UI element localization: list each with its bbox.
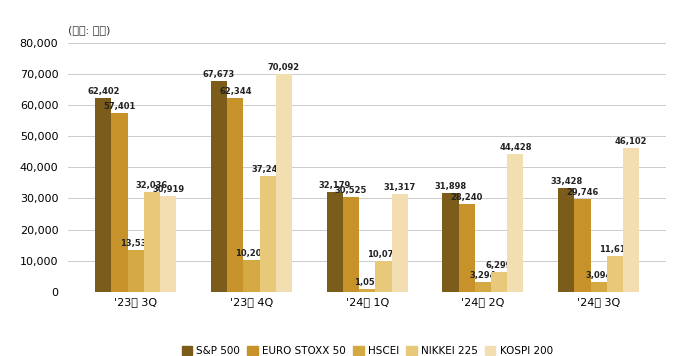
Text: 32,036: 32,036 — [136, 181, 168, 190]
Text: 3,094: 3,094 — [585, 271, 612, 281]
Text: 6,299: 6,299 — [486, 261, 513, 271]
Text: 3,294: 3,294 — [470, 271, 496, 280]
Text: 37,242: 37,242 — [252, 165, 284, 174]
Text: 13,537: 13,537 — [120, 239, 152, 248]
Bar — [343, 197, 359, 292]
Bar — [143, 192, 160, 292]
Bar — [211, 81, 227, 292]
Text: 1,056: 1,056 — [354, 278, 381, 287]
Text: 32,179: 32,179 — [319, 181, 351, 190]
Bar — [227, 98, 243, 292]
Text: 30,919: 30,919 — [152, 185, 184, 194]
Bar — [607, 256, 623, 292]
Bar — [458, 204, 475, 292]
Text: 62,344: 62,344 — [219, 87, 252, 96]
Text: 62,402: 62,402 — [87, 87, 120, 96]
Text: 28,240: 28,240 — [451, 193, 483, 202]
Bar — [243, 260, 260, 292]
Legend: S&P 500, EURO STOXX 50, HSCEI, NIKKEI 225, KOSPI 200: S&P 500, EURO STOXX 50, HSCEI, NIKKEI 22… — [177, 342, 557, 356]
Text: 70,092: 70,092 — [268, 63, 300, 72]
Bar — [160, 195, 176, 292]
Text: 31,317: 31,317 — [384, 183, 415, 193]
Text: (단위: 억원): (단위: 억원) — [68, 25, 110, 35]
Bar — [276, 74, 292, 292]
Text: 11,618: 11,618 — [598, 245, 631, 254]
Text: 10,204: 10,204 — [235, 249, 268, 258]
Bar — [591, 282, 607, 292]
Text: 67,673: 67,673 — [203, 70, 235, 79]
Bar — [392, 194, 408, 292]
Text: 30,525: 30,525 — [335, 186, 367, 195]
Text: 46,102: 46,102 — [615, 137, 647, 146]
Bar — [558, 188, 575, 292]
Bar — [95, 98, 112, 292]
Text: 10,074: 10,074 — [367, 250, 400, 259]
Bar — [112, 113, 128, 292]
Text: 44,428: 44,428 — [499, 143, 532, 152]
Bar — [623, 148, 639, 292]
Bar — [326, 192, 343, 292]
Bar — [359, 289, 375, 292]
Text: 33,428: 33,428 — [550, 177, 582, 186]
Text: 31,898: 31,898 — [435, 182, 466, 191]
Bar — [375, 261, 392, 292]
Bar — [475, 282, 491, 292]
Text: 29,746: 29,746 — [566, 188, 598, 197]
Bar — [128, 250, 143, 292]
Bar — [260, 176, 276, 292]
Bar — [507, 153, 524, 292]
Text: 57,401: 57,401 — [103, 102, 136, 111]
Bar — [575, 199, 591, 292]
Bar — [491, 272, 507, 292]
Bar — [443, 193, 458, 292]
